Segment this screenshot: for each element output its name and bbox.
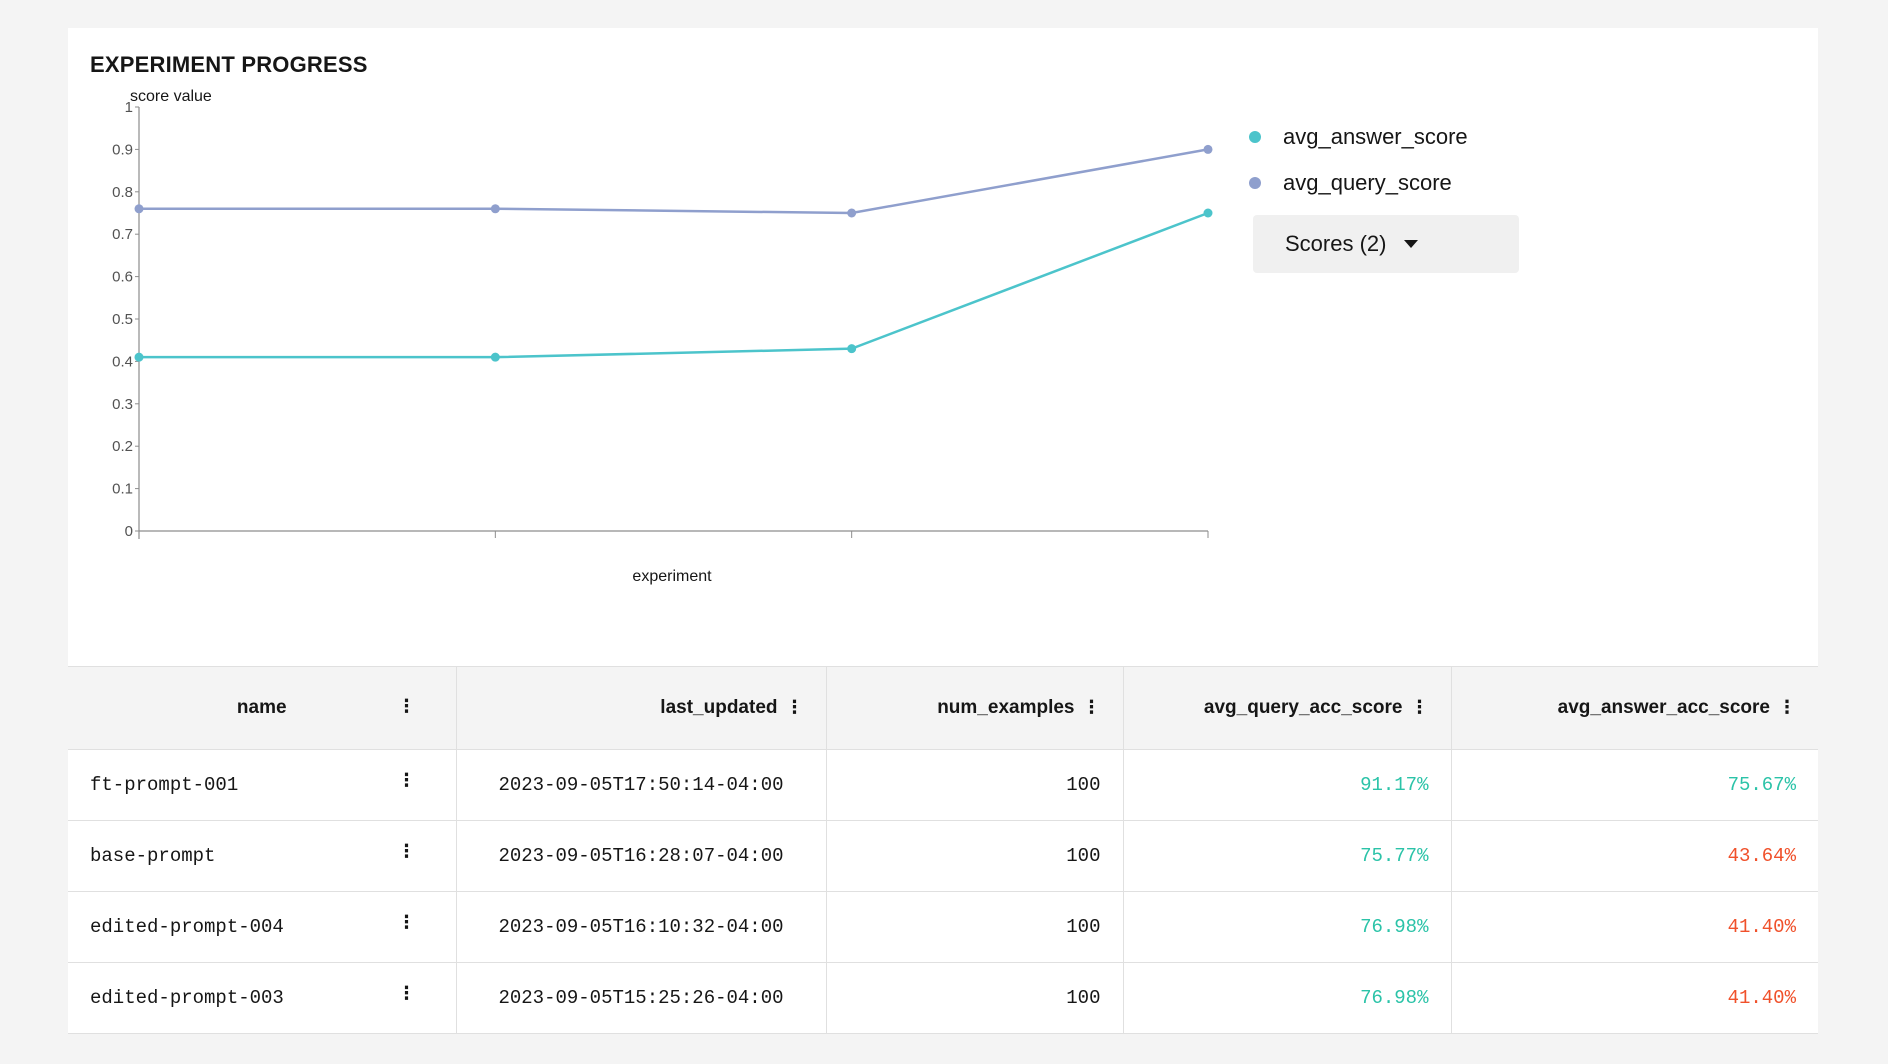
scores-dropdown[interactable]: Scores (2) — [1253, 215, 1519, 273]
column-header-label: avg_query_acc_score — [1203, 697, 1403, 718]
data-point-avg-query-score[interactable] — [1203, 144, 1213, 154]
row-menu-icon[interactable]: ⋮ — [397, 983, 416, 1004]
data-point-avg-query-score[interactable] — [847, 208, 857, 218]
column-menu-icon[interactable]: ⋮ — [1410, 697, 1429, 718]
data-point-avg-answer-score[interactable] — [847, 344, 857, 354]
cell-avg-answer-acc-score: 75.67% — [1451, 749, 1818, 821]
y-tick-label: 0.6 — [112, 269, 133, 286]
column-header-avg-query-acc-score[interactable]: avg_query_acc_score ⋮ — [1123, 666, 1452, 750]
cell-avg-query-acc-score: 91.17% — [1123, 749, 1452, 821]
column-menu-icon[interactable]: ⋮ — [1082, 697, 1101, 718]
cell-avg-query-acc-score: 76.98% — [1123, 962, 1452, 1034]
cell-num-examples: 100 — [826, 962, 1124, 1034]
column-menu-icon[interactable]: ⋮ — [397, 696, 416, 717]
experiments-table: name ⋮ last_updated ⋮ num_examples ⋮ avg_q… — [68, 666, 1818, 1034]
cell-name: base-prompt ⋮ — [68, 820, 457, 892]
column-menu-icon[interactable]: ⋮ — [1778, 697, 1796, 718]
scores-dropdown-label: Scores (2) — [1285, 231, 1387, 256]
cell-name: ft-prompt-001 ⋮ — [68, 749, 457, 821]
column-header-label: name — [236, 697, 287, 718]
experiment-name: edited-prompt-003 — [90, 987, 284, 1009]
x-axis-label: experiment — [632, 568, 712, 585]
legend-item-avg-answer-score[interactable]: avg_answer_score — [1249, 114, 1468, 160]
column-header-name[interactable]: name ⋮ — [68, 666, 457, 750]
column-header-num-examples[interactable]: num_examples ⋮ — [826, 666, 1124, 750]
series-line-avg-query-score — [139, 148, 1209, 215]
cell-num-examples: 100 — [826, 749, 1124, 821]
data-point-avg-query-score[interactable] — [490, 204, 500, 214]
chart-series — [134, 144, 1213, 362]
y-tick-label: 0.3 — [112, 396, 133, 413]
y-tick-label: 0.1 — [112, 481, 133, 498]
column-header-label: num_examples — [937, 697, 1075, 718]
legend-label: avg_answer_score — [1283, 124, 1468, 149]
chart-legend: avg_answer_score avg_query_score — [1249, 114, 1468, 206]
cell-avg-answer-acc-score: 43.64% — [1451, 820, 1818, 892]
column-menu-icon[interactable]: ⋮ — [785, 697, 804, 718]
table-row[interactable]: edited-prompt-004 ⋮ 2023-09-05T16:10:32-0… — [68, 891, 1818, 963]
x-axis — [138, 530, 1209, 538]
cell-avg-query-acc-score: 75.77% — [1123, 820, 1452, 892]
caret-down-icon — [1404, 240, 1419, 248]
experiment-name: edited-prompt-004 — [90, 916, 284, 938]
legend-swatch — [1249, 177, 1261, 189]
y-tick-label: 0.5 — [112, 311, 133, 328]
table-row[interactable]: base-prompt ⋮ 2023-09-05T16:28:07-04:00 1… — [68, 820, 1818, 892]
cell-last-updated: 2023-09-05T17:50:14-04:00 — [456, 749, 827, 821]
experiment-progress-chart: 0 0.1 0.2 0.3 0.4 0.5 0.6 0.7 0.8 0.9 1 score valu… — [112, 88, 1213, 585]
row-menu-icon[interactable]: ⋮ — [397, 841, 416, 862]
cell-last-updated: 2023-09-05T15:25:26-04:00 — [456, 962, 827, 1034]
y-axis-label: score value — [130, 88, 212, 105]
cell-name: edited-prompt-003 ⋮ — [68, 962, 457, 1034]
y-tick-label: 0 — [125, 523, 133, 540]
series-line-avg-answer-score — [139, 211, 1209, 359]
y-tick-label: 0.2 — [112, 438, 133, 455]
experiment-name: base-prompt — [90, 845, 216, 867]
table-row[interactable]: ft-prompt-001 ⋮ 2023-09-05T17:50:14-04:00… — [68, 749, 1818, 821]
legend-swatch — [1249, 131, 1261, 143]
y-axis: 0 0.1 0.2 0.3 0.4 0.5 0.6 0.7 0.8 0.9 1 — [112, 99, 140, 540]
cell-avg-answer-acc-score: 41.40% — [1451, 891, 1818, 963]
data-point-avg-query-score[interactable] — [134, 204, 144, 214]
y-tick-label: 0.9 — [112, 141, 133, 158]
y-tick-label: 1 — [125, 99, 133, 116]
row-menu-icon[interactable]: ⋮ — [397, 912, 416, 933]
column-header-label: last_updated — [660, 697, 778, 718]
column-header-last-updated[interactable]: last_updated ⋮ — [456, 666, 827, 750]
table-header-row: name ⋮ last_updated ⋮ num_examples ⋮ avg_q… — [68, 666, 1818, 750]
column-header-avg-answer-acc-score[interactable]: avg_answer_acc_score ⋮ — [1451, 666, 1818, 750]
y-tick-label: 0.8 — [112, 184, 133, 201]
y-tick-label: 0.7 — [112, 226, 133, 243]
legend-label: avg_query_score — [1283, 170, 1452, 195]
cell-avg-query-acc-score: 76.98% — [1123, 891, 1452, 963]
data-point-avg-answer-score[interactable] — [1203, 208, 1213, 218]
experiment-name: ft-prompt-001 — [90, 774, 239, 796]
data-point-avg-answer-score[interactable] — [490, 352, 500, 362]
chart-title: EXPERIMENT PROGRESS — [90, 52, 368, 77]
column-header-label: avg_answer_acc_score — [1557, 697, 1770, 718]
legend-item-avg-query-score[interactable]: avg_query_score — [1249, 160, 1468, 206]
experiment-card: EXPERIMENT PROGRESS 0 0.1 0.2 0.3 0.4 0.5 0.6 0… — [68, 28, 1818, 1034]
cell-num-examples: 100 — [826, 891, 1124, 963]
cell-num-examples: 100 — [826, 820, 1124, 892]
cell-last-updated: 2023-09-05T16:10:32-04:00 — [456, 891, 827, 963]
cell-name: edited-prompt-004 ⋮ — [68, 891, 457, 963]
row-menu-icon[interactable]: ⋮ — [397, 770, 416, 791]
data-point-avg-answer-score[interactable] — [134, 352, 144, 362]
y-tick-label: 0.4 — [112, 353, 133, 370]
cell-avg-answer-acc-score: 41.40% — [1451, 962, 1818, 1034]
table-row[interactable]: edited-prompt-003 ⋮ 2023-09-05T15:25:26-0… — [68, 962, 1818, 1034]
cell-last-updated: 2023-09-05T16:28:07-04:00 — [456, 820, 827, 892]
